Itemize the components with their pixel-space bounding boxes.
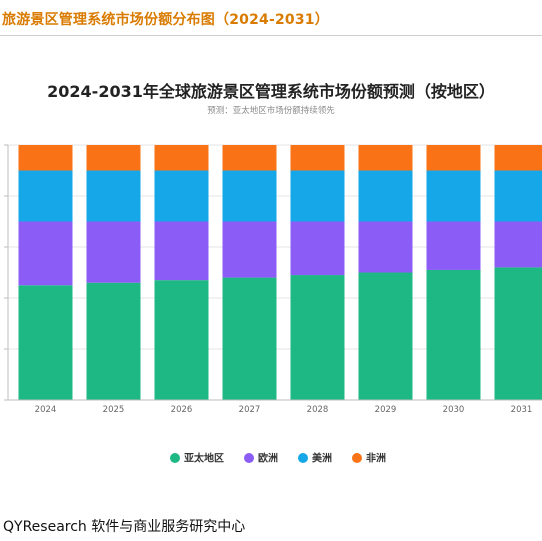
bars: [18, 145, 542, 400]
x-tick-label: 2029: [375, 405, 397, 415]
legend-item[interactable]: 美洲: [298, 452, 332, 465]
bar-segment: [426, 145, 481, 171]
legend-swatch: [298, 453, 308, 463]
bar-segment: [358, 272, 413, 400]
bar-segment: [358, 221, 413, 273]
bar-segment: [494, 170, 542, 222]
x-tick-label: 2024: [35, 405, 57, 415]
bar-segment: [222, 170, 277, 222]
bar-segment: [222, 277, 277, 400]
page-title: 旅游景区管理系统市场份额分布图（2024-2031）: [2, 12, 329, 28]
x-tick-label: 2028: [307, 405, 329, 415]
bar-segment: [18, 145, 73, 171]
legend-item[interactable]: 非洲: [352, 452, 386, 465]
bar-segment: [86, 145, 141, 171]
bar-segment: [290, 145, 345, 171]
bar-segment: [290, 221, 345, 276]
legend-swatch: [352, 453, 362, 463]
footer-source: QYResearch 软件与商业服务研究中心: [3, 519, 246, 535]
bar-segment: [86, 170, 141, 222]
bar-segment: [290, 275, 345, 400]
x-tick-label: 2031: [511, 405, 533, 415]
bar-segment: [86, 282, 141, 400]
bar-segment: [154, 280, 209, 400]
bar-segment: [18, 285, 73, 400]
bar-segment: [86, 221, 141, 283]
legend-label: 美洲: [312, 452, 332, 465]
legend-item[interactable]: 欧洲: [244, 452, 278, 465]
chart-title: 2024-2031年全球旅游景区管理系统市场份额预测（按地区）: [47, 82, 495, 101]
bar-segment: [358, 170, 413, 222]
bar-segment: [154, 170, 209, 222]
bar-segment: [426, 269, 481, 400]
x-tick-label: 2027: [239, 405, 261, 415]
bar-segment: [358, 145, 413, 171]
x-tick-label: 2026: [171, 405, 193, 415]
x-tick-label: 2025: [103, 405, 125, 415]
x-tick-label: 2030: [443, 405, 465, 415]
bar-segment: [494, 267, 542, 400]
bar-segment: [494, 145, 542, 171]
bar-segment: [426, 170, 481, 222]
bar-segment: [426, 221, 481, 270]
bar-segment: [290, 170, 345, 222]
bar-segment: [18, 170, 73, 222]
bar-segment: [494, 221, 542, 268]
legend-swatch: [244, 453, 254, 463]
legend-label: 非洲: [366, 452, 386, 465]
chart-subtitle: 预测：亚太地区市场份额持续领先: [207, 106, 335, 116]
page-header: 旅游景区管理系统市场份额分布图（2024-2031）: [0, 0, 542, 36]
bar-segment: [222, 221, 277, 278]
bar-segment: [154, 221, 209, 281]
legend-label: 亚太地区: [184, 452, 224, 465]
bar-segment: [154, 145, 209, 171]
bar-segment: [18, 221, 73, 286]
legend-label: 欧洲: [258, 452, 278, 465]
legend: 亚太地区 欧洲 美洲 非洲: [170, 452, 386, 465]
legend-swatch: [170, 453, 180, 463]
bar-segment: [222, 145, 277, 171]
legend-item[interactable]: 亚太地区: [170, 452, 224, 465]
